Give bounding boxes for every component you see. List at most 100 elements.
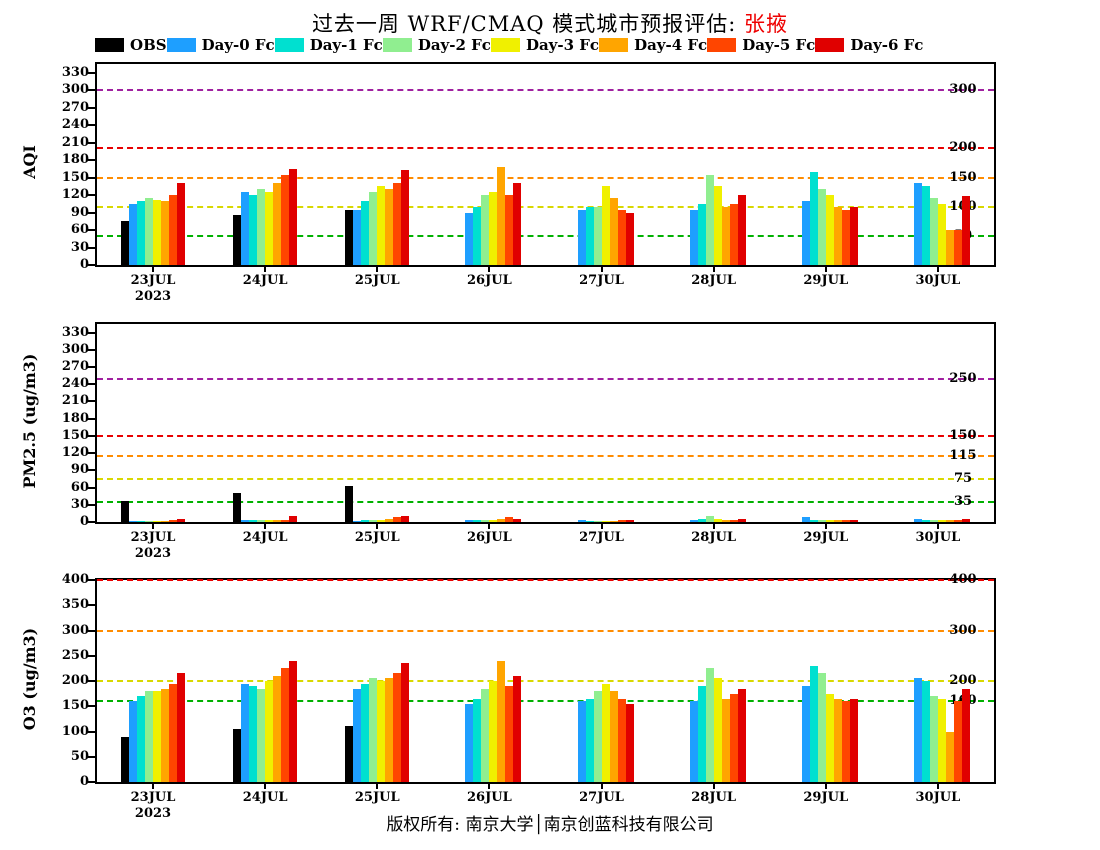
y-tick-label: 330 (61, 324, 89, 340)
y-tick-label: 300 (61, 82, 89, 98)
x-tick-label: 30JUL (915, 530, 961, 545)
ref-line-label: 75 (953, 470, 973, 486)
bar-day-6-fc-25jul (401, 663, 410, 782)
bar-day-4-fc-24jul (273, 183, 282, 265)
y-tick-mark (88, 654, 95, 657)
bar-day-6-fc-28jul (737, 688, 746, 782)
bar-day-5-fc-23jul (169, 683, 177, 782)
bar-day-3-fc-26jul (489, 519, 498, 522)
bar-day-1-fc-29jul (809, 665, 818, 782)
y-tick-label: 150 (61, 698, 89, 714)
x-tick-label: 30JUL (915, 273, 961, 288)
y-tick-mark (88, 383, 95, 386)
ref-line-100 (97, 205, 994, 208)
y-tick-mark (88, 229, 95, 232)
x-tick-mark (936, 522, 939, 529)
bar-day-2-fc-30jul (929, 519, 938, 522)
bar-day-2-fc-23jul (145, 691, 153, 782)
bar-day-6-fc-29jul (849, 520, 858, 522)
bar-day-1-fc-27jul (585, 206, 594, 265)
x-tick-label: 23JUL (130, 530, 176, 545)
bar-day-0-fc-26jul (465, 520, 474, 522)
bar-day-6-fc-26jul (513, 183, 522, 265)
legend-item-day-3-fc: Day-3 Fc (490, 36, 599, 54)
bar-day-0-fc-28jul (689, 209, 698, 265)
ref-line-250 (97, 377, 994, 380)
y-tick-label: 0 (79, 257, 89, 272)
bar-day-4-fc-28jul (721, 519, 730, 522)
bar-day-5-fc-24jul (281, 519, 290, 522)
bar-day-5-fc-24jul (281, 174, 290, 265)
bar-day-3-fc-27jul (601, 186, 610, 265)
x-tick-label: 25JUL (354, 273, 400, 288)
x-tick-label: 29JUL (803, 273, 849, 288)
ref-line-75 (97, 477, 994, 480)
y-tick-label: 100 (61, 723, 89, 739)
y-tick-mark (88, 246, 95, 249)
y-axis-label-pm25: PM2.5 (ug/m3) (20, 353, 39, 489)
bar-day-4-fc-23jul (161, 200, 169, 265)
bar-day-0-fc-23jul (129, 701, 137, 782)
legend-label: Day-2 Fc (417, 36, 491, 54)
y-tick-mark (88, 194, 95, 197)
bar-day-3-fc-30jul (937, 203, 946, 265)
x-tick-mark (600, 265, 603, 272)
x-tick-mark (376, 782, 379, 789)
bar-day-1-fc-29jul (809, 519, 818, 522)
bar-day-2-fc-25jul (369, 678, 378, 782)
bar-day-4-fc-26jul (497, 660, 506, 782)
bar-day-4-fc-25jul (385, 189, 394, 265)
bar-day-1-fc-30jul (921, 186, 930, 265)
bar-day-3-fc-25jul (377, 186, 386, 265)
x-tick-label: 25JUL (354, 530, 400, 545)
y-tick-label: 300 (61, 341, 89, 357)
legend: OBS Day-0 Fc Day-1 Fc Day-2 Fc Day-3 Fc Day-4… (95, 36, 923, 54)
bar-day-0-fc-30jul (913, 183, 922, 265)
bar-obs-23jul (121, 736, 129, 782)
y-tick-mark (88, 680, 95, 682)
ref-line-label: 200 (949, 673, 977, 688)
y-tick-mark (88, 89, 95, 92)
legend-label: Day-6 Fc (850, 36, 924, 54)
bar-day-1-fc-28jul (697, 519, 706, 522)
bar-day-4-fc-27jul (609, 198, 618, 265)
y-tick-mark (88, 348, 95, 351)
legend-label: Day-4 Fc (634, 36, 708, 54)
y-tick-label: 270 (61, 99, 89, 115)
ref-line-50 (97, 234, 994, 237)
y-tick-label: 240 (61, 117, 89, 133)
bar-day-3-fc-25jul (377, 681, 386, 782)
y-axis-label-o3: O3 (ug/m3) (20, 627, 39, 731)
bar-day-4-fc-24jul (273, 675, 282, 782)
y-tick-label: 30 (70, 496, 89, 512)
y-tick-label: 350 (61, 597, 89, 613)
ref-line-200 (97, 680, 994, 682)
legend-swatch (274, 38, 304, 52)
y-tick-label: 90 (70, 462, 89, 478)
y-tick-mark (88, 503, 95, 506)
x-tick-label: 27JUL (579, 790, 624, 805)
x-tick-mark (152, 265, 154, 272)
pm25-panel: 0 30 60 90 120 150 180 210 240 270 300 330 35 75 115 15… (62, 322, 996, 561)
bar-day-0-fc-26jul (465, 703, 474, 782)
aqi-panel: 0306090120150180210240270300330501001502… (62, 62, 996, 304)
chart-title-text: 过去一周 WRF/CMAQ 模式城市预报评估: (311, 12, 745, 36)
bar-day-1-fc-23jul (137, 696, 145, 782)
bar-day-4-fc-29jul (833, 698, 842, 782)
bar-obs-25jul (345, 209, 354, 265)
ref-line-35 (97, 500, 994, 503)
y-tick-mark (88, 434, 95, 437)
y-tick-mark (88, 264, 95, 266)
bar-day-0-fc-24jul (241, 683, 250, 782)
x-tick-label: 30JUL (915, 790, 961, 805)
y-tick-mark (88, 366, 95, 369)
x-tick-mark (824, 522, 827, 529)
x-tick-mark (488, 522, 491, 529)
x-tick-mark (936, 265, 939, 272)
bar-day-6-fc-27jul (625, 520, 634, 522)
x-tick-label: 24JUL (242, 530, 288, 545)
x-tick-mark (488, 265, 491, 272)
y-tick-mark (88, 400, 95, 403)
y-tick-mark (88, 331, 95, 334)
ref-line-150 (97, 176, 994, 179)
